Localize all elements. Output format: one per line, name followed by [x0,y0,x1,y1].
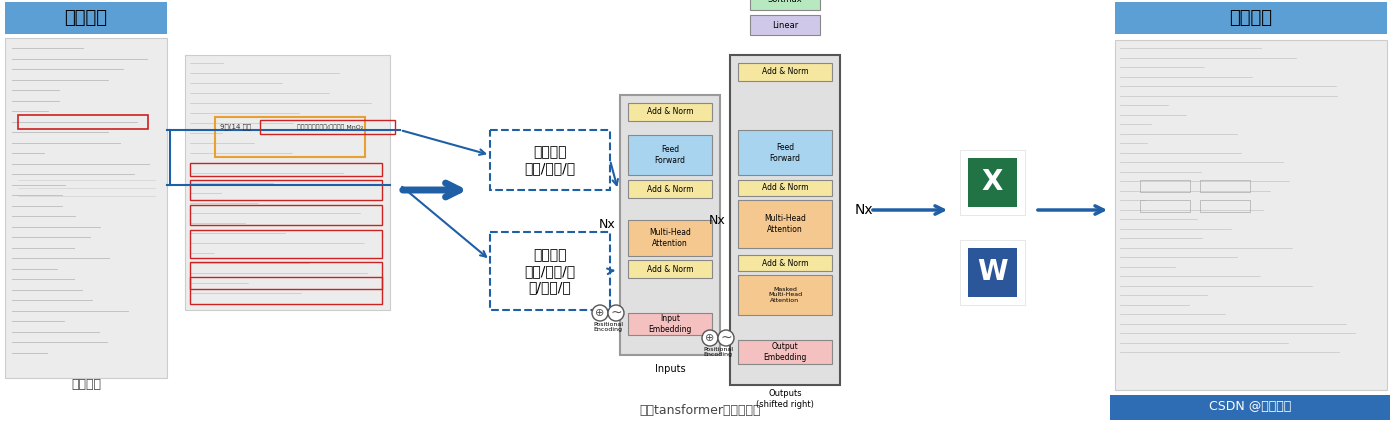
Bar [18,115,148,129]
Text: ~: ~ [720,331,732,345]
Bar [967,158,1018,207]
Text: Add & Norm: Add & Norm [647,265,693,273]
Text: 输出图象: 输出图象 [1229,9,1272,27]
Text: ⊕: ⊕ [706,333,714,343]
Bar [1140,200,1190,212]
Bar [738,200,832,248]
Bar [1115,40,1386,390]
Circle shape [608,305,624,321]
Text: Input
Embedding: Input Embedding [649,314,692,334]
Bar [738,63,832,81]
Bar [729,55,839,385]
Text: 版面信息: 版面信息 [533,248,567,262]
Bar [189,180,381,200]
Bar [750,0,820,10]
Text: CSDN @盼小辉、: CSDN @盼小辉、 [1208,400,1292,414]
Bar [260,120,395,134]
Bar [189,163,381,176]
Text: 文字信息: 文字信息 [533,145,567,159]
Text: Multi-Head
Attention: Multi-Head Attention [649,228,690,248]
Text: Add & Norm: Add & Norm [647,184,693,194]
Bar [960,150,1025,215]
Text: 字符/坐标/等: 字符/坐标/等 [525,161,575,175]
Bar [738,130,832,175]
Bar [189,230,381,258]
Text: Nx: Nx [709,214,725,227]
Bar [738,255,832,271]
Bar [738,340,832,364]
Bar [189,277,381,289]
Bar [490,232,610,310]
Bar [628,220,711,256]
Bar [189,262,381,304]
Text: Add & Norm: Add & Norm [761,68,809,76]
Text: Feed
Forward: Feed Forward [654,145,685,165]
Bar [967,248,1018,297]
Text: W: W [977,259,1008,287]
Text: Multi-Head
Attention: Multi-Head Attention [764,214,806,234]
Bar [628,260,711,278]
Circle shape [702,330,718,346]
Text: Feed
Forward: Feed Forward [770,143,800,163]
Bar [750,15,820,35]
Bar [628,135,711,175]
Bar [1140,180,1190,192]
Bar [628,180,711,198]
Text: Add & Norm: Add & Norm [647,108,693,116]
Bar [738,275,832,315]
Text: 原始图像: 原始图像 [71,379,102,392]
Bar [6,2,167,34]
Text: ⊕: ⊕ [596,308,604,318]
Bar [1109,395,1391,420]
Bar [628,313,711,335]
Text: 工业上用含锰废料(主要成分 MnO₂: 工业上用含锰废料(主要成分 MnO₂ [296,124,363,130]
Bar [185,55,390,310]
Text: 段落/表格/印: 段落/表格/印 [525,264,575,278]
Text: Add & Norm: Add & Norm [761,184,809,192]
Text: Output
Embedding: Output Embedding [763,342,807,362]
Bar [960,240,1025,305]
Circle shape [718,330,734,346]
Bar [6,38,167,378]
Text: Positional
Encoding: Positional Encoding [593,322,624,333]
Text: 输入图象: 输入图象 [64,9,107,27]
Circle shape [592,305,608,321]
Bar [214,117,365,157]
Text: Add & Norm: Add & Norm [761,259,809,268]
Text: Masked
Multi-Head
Attention: Masked Multi-Head Attention [768,287,802,303]
Bar [189,205,381,225]
Text: ~: ~ [610,306,622,320]
Text: X: X [981,168,1004,197]
Text: Nx: Nx [855,203,874,217]
Bar [619,95,720,355]
Bar [628,103,711,121]
Text: Outputs
(shifted right): Outputs (shifted right) [756,390,814,408]
Text: 9．(14 分）: 9．(14 分） [220,124,251,130]
Bar [1200,180,1250,192]
Bar [490,130,610,190]
Text: Inputs: Inputs [654,364,685,374]
Text: Softmax: Softmax [767,0,802,5]
Text: Linear: Linear [773,21,798,30]
Bar [1115,2,1386,34]
Bar [738,180,832,196]
Text: 章/图象/等: 章/图象/等 [529,280,571,294]
Text: Nx: Nx [599,219,615,232]
Text: Positional
Encoding: Positional Encoding [703,346,734,357]
Text: 基于tansformer的排版引擎: 基于tansformer的排版引擎 [639,403,761,417]
Bar [1200,200,1250,212]
